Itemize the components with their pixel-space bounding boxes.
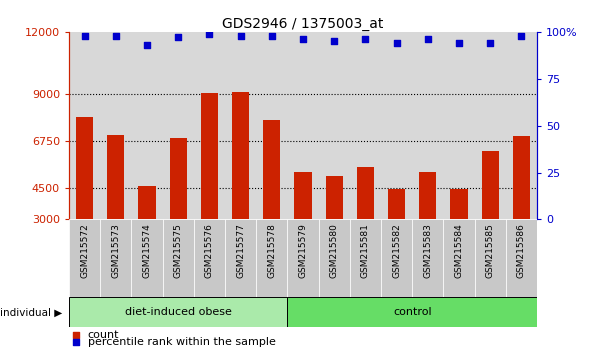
Point: [329, 38, 339, 44]
Text: GSM215576: GSM215576: [205, 223, 214, 278]
Bar: [295, 172, 311, 219]
Text: GSM215573: GSM215573: [112, 223, 120, 278]
Point: [142, 42, 152, 48]
Point: [485, 40, 495, 46]
Bar: [76, 117, 93, 219]
Bar: [350, 219, 381, 297]
Text: GSM215583: GSM215583: [424, 223, 432, 278]
Point: [392, 40, 401, 46]
Bar: [225, 219, 256, 297]
Text: control: control: [393, 307, 431, 318]
Point: [361, 36, 370, 42]
Bar: [100, 219, 131, 297]
Point: [267, 33, 277, 39]
Bar: [357, 167, 374, 219]
Bar: [131, 219, 163, 297]
Bar: [319, 219, 350, 297]
Bar: [381, 219, 412, 297]
Point: [173, 35, 183, 40]
Point: [454, 40, 464, 46]
Bar: [69, 297, 287, 327]
Point: [111, 33, 121, 39]
Bar: [482, 151, 499, 219]
Bar: [506, 219, 537, 297]
Text: individual ▶: individual ▶: [0, 307, 62, 318]
Text: diet-induced obese: diet-induced obese: [125, 307, 232, 318]
Title: GDS2946 / 1375003_at: GDS2946 / 1375003_at: [223, 17, 383, 31]
Bar: [475, 219, 506, 297]
Point: [298, 36, 308, 42]
Bar: [412, 219, 443, 297]
Bar: [263, 120, 280, 219]
Text: GSM215586: GSM215586: [517, 223, 526, 278]
Bar: [163, 219, 194, 297]
Text: GSM215575: GSM215575: [174, 223, 182, 278]
Bar: [419, 172, 436, 219]
Bar: [443, 219, 475, 297]
Point: [80, 33, 89, 39]
Bar: [256, 219, 287, 297]
Bar: [201, 93, 218, 219]
Text: GSM215584: GSM215584: [455, 223, 464, 278]
Bar: [107, 135, 124, 219]
Text: percentile rank within the sample: percentile rank within the sample: [88, 337, 275, 348]
Point: [517, 33, 526, 39]
Point: [236, 33, 245, 39]
Point: [423, 36, 433, 42]
Text: GSM215582: GSM215582: [392, 223, 401, 278]
Text: GSM215581: GSM215581: [361, 223, 370, 278]
Point: [71, 333, 81, 338]
Bar: [69, 219, 100, 297]
Bar: [513, 136, 530, 219]
Bar: [170, 138, 187, 219]
Bar: [326, 176, 343, 219]
Bar: [139, 186, 155, 219]
Bar: [194, 219, 225, 297]
Text: GSM215572: GSM215572: [80, 223, 89, 278]
Text: GSM215579: GSM215579: [299, 223, 308, 278]
Bar: [287, 297, 537, 327]
Bar: [232, 92, 249, 219]
Bar: [388, 189, 405, 219]
Bar: [451, 189, 467, 219]
Text: GSM215580: GSM215580: [330, 223, 338, 278]
Bar: [287, 219, 319, 297]
Point: [205, 31, 214, 36]
Text: GSM215585: GSM215585: [485, 223, 494, 278]
Text: count: count: [88, 330, 119, 341]
Text: GSM215577: GSM215577: [236, 223, 245, 278]
Point: [71, 339, 81, 345]
Text: GSM215578: GSM215578: [267, 223, 276, 278]
Text: GSM215574: GSM215574: [143, 223, 151, 278]
